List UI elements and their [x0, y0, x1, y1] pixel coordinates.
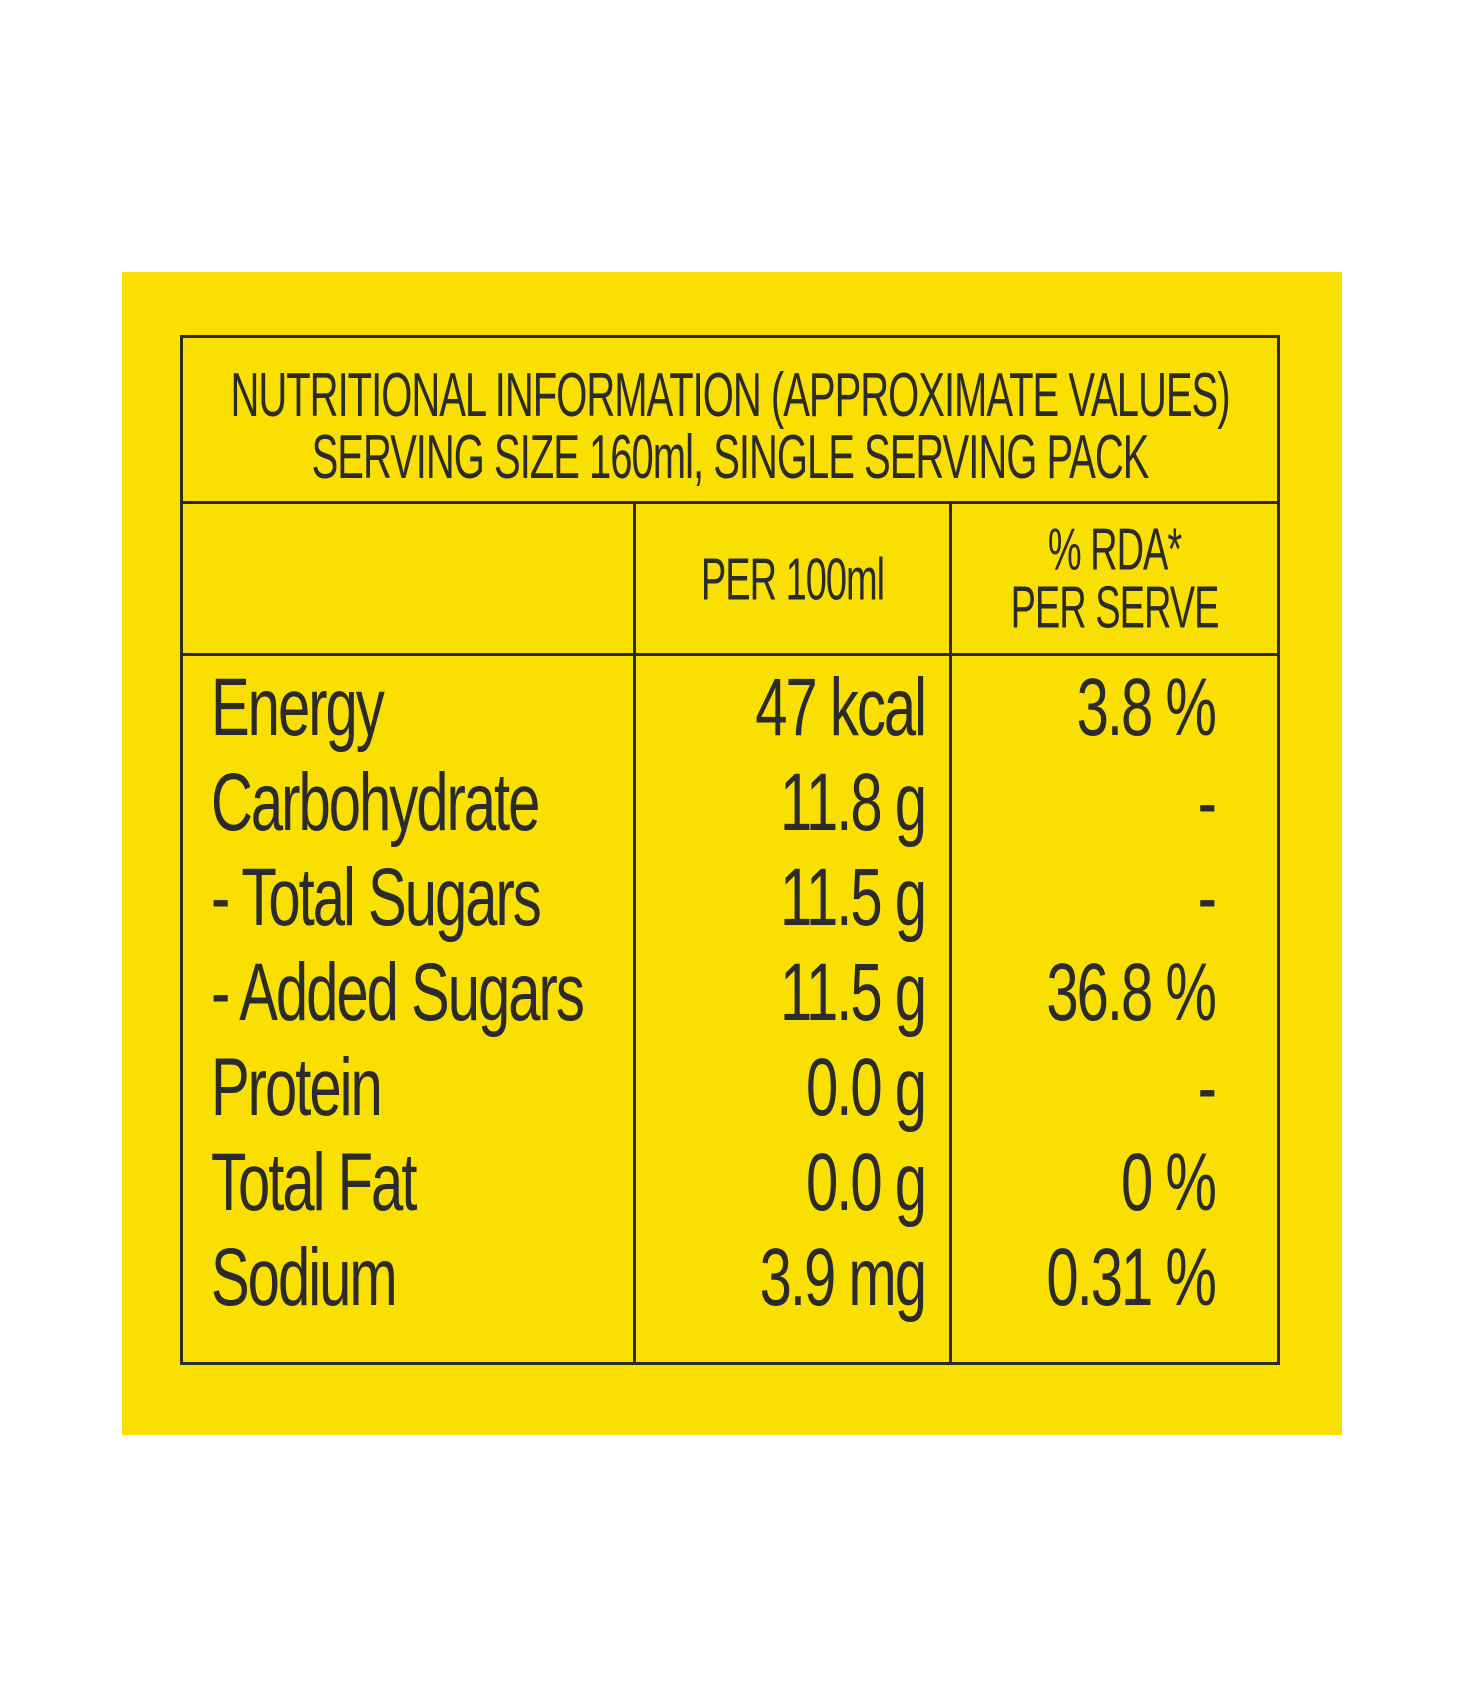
- nutrient-rda: 0 %: [1121, 1137, 1217, 1229]
- nutrient-rda: -: [1197, 852, 1217, 944]
- nutrient-rda: 3.8 %: [1076, 662, 1217, 754]
- table-row: - Total Sugars 11.5 g -: [183, 846, 1277, 941]
- nutrient-name: Total Fat: [211, 1137, 417, 1229]
- nutrient-rda: -: [1197, 1042, 1217, 1134]
- nutrient-per-100ml: 11.5 g: [780, 947, 927, 1039]
- nutrition-table: NUTRITIONAL INFORMATION (APPROXIMATE VAL…: [180, 335, 1280, 1365]
- nutrient-name: Protein: [211, 1042, 383, 1134]
- nutrient-per-100ml: 3.9 mg: [759, 1232, 927, 1324]
- column-header-row: PER 100ml % RDA* PER SERVE: [183, 504, 1277, 656]
- nutrient-name: - Added Sugars: [211, 947, 585, 1039]
- nutrition-label-panel: NUTRITIONAL INFORMATION (APPROXIMATE VAL…: [122, 272, 1342, 1435]
- table-row: Sodium 3.9 mg 0.31 %: [183, 1226, 1277, 1321]
- nutrient-name: - Total Sugars: [211, 852, 542, 944]
- column-divider: [949, 504, 952, 1362]
- column-header-rda: % RDA*: [1047, 518, 1182, 584]
- title-line-2: SERVING SIZE 160ml, SINGLE SERVING PACK: [311, 423, 1150, 493]
- table-row: Energy 47 kcal 3.8 %: [183, 656, 1277, 751]
- nutrient-per-100ml: 0.0 g: [806, 1137, 927, 1229]
- table-row: Total Fat 0.0 g 0 %: [183, 1131, 1277, 1226]
- nutrient-rda: -: [1197, 757, 1217, 849]
- nutrient-per-100ml: 0.0 g: [806, 1042, 927, 1134]
- nutrient-per-100ml: 11.8 g: [780, 757, 927, 849]
- nutrient-name: Carbohydrate: [211, 757, 540, 849]
- nutrient-per-100ml: 11.5 g: [780, 852, 927, 944]
- nutrient-name: Energy: [211, 662, 385, 754]
- table-row: Carbohydrate 11.8 g -: [183, 751, 1277, 846]
- table-row: Protein 0.0 g -: [183, 1036, 1277, 1131]
- nutrient-name: Sodium: [211, 1232, 398, 1324]
- table-title: NUTRITIONAL INFORMATION (APPROXIMATE VAL…: [183, 338, 1277, 504]
- title-line-1: NUTRITIONAL INFORMATION (APPROXIMATE VAL…: [230, 361, 1230, 431]
- column-header-per-100ml: PER 100ml: [700, 548, 885, 614]
- table-row: - Added Sugars 11.5 g 36.8 %: [183, 941, 1277, 1036]
- column-header-per-serve: PER SERVE: [1010, 576, 1220, 642]
- nutrient-rda: 0.31 %: [1046, 1232, 1217, 1324]
- nutrient-rda: 36.8 %: [1046, 947, 1217, 1039]
- nutrient-per-100ml: 47 kcal: [755, 662, 927, 754]
- column-divider: [633, 504, 636, 1362]
